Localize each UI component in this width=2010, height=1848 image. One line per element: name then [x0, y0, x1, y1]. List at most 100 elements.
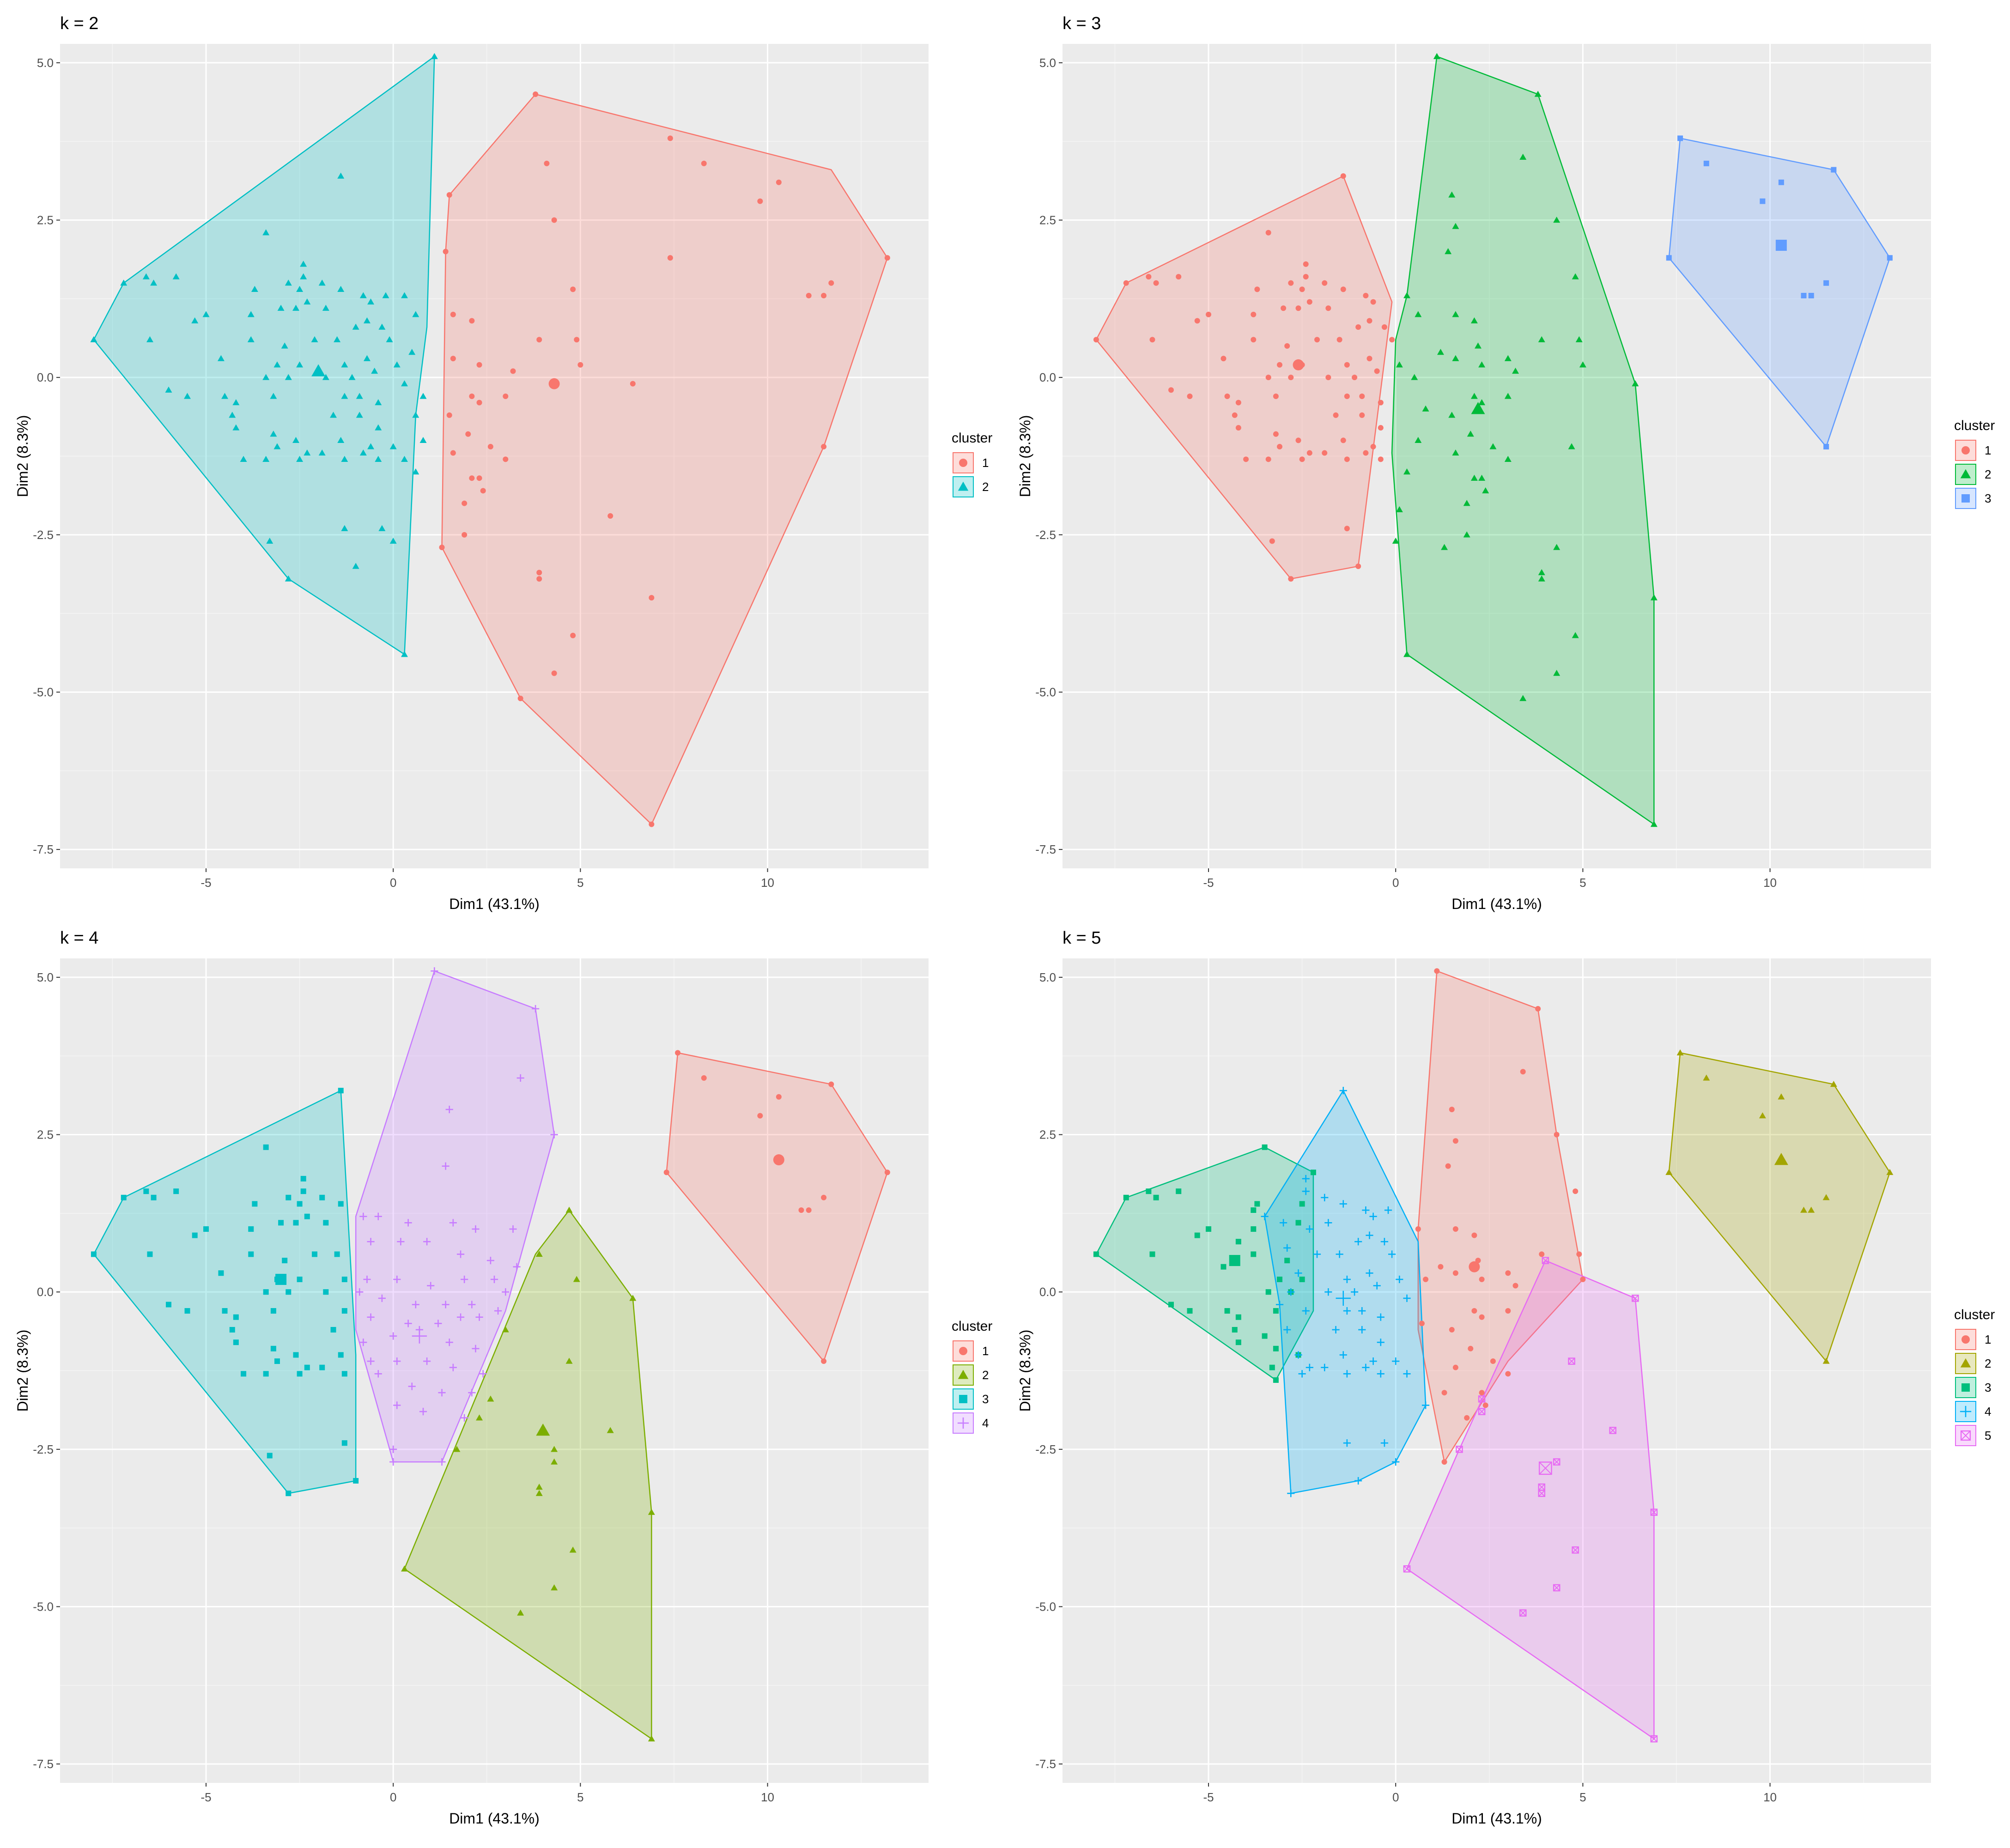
cluster-2-point: [1568, 443, 1575, 449]
y-tick-label: -7.5: [33, 842, 54, 856]
cluster-2-point: [363, 317, 370, 324]
cluster-1-point: [1303, 274, 1309, 280]
cluster-3-point: [1778, 179, 1784, 185]
cluster-2-point: [341, 361, 348, 368]
y-tick-label: -2.5: [33, 1442, 54, 1456]
cluster-4-point: [1339, 1087, 1347, 1095]
cluster-2-point: [273, 443, 281, 449]
cluster-2-point: [401, 380, 408, 387]
x-tick-label: 0: [390, 1790, 396, 1804]
cluster-1-point: [446, 412, 452, 418]
x-axis-label: Dim1 (43.1%): [449, 1810, 540, 1827]
cluster-2-point: [551, 1458, 558, 1465]
cluster-1-point: [757, 1113, 763, 1119]
cluster-1-point: [1505, 1270, 1511, 1276]
cluster-2-point: [296, 361, 304, 368]
cluster-3-point: [1093, 1251, 1099, 1257]
cluster-1-point: [1333, 412, 1339, 418]
cluster-3-point: [304, 1213, 310, 1219]
cluster-2-point: [348, 374, 356, 380]
cluster-1-point: [1243, 456, 1249, 462]
x-tick-label: 10: [1763, 1790, 1777, 1804]
legend-key-icon: [1955, 1377, 1976, 1398]
cluster-4-point: [1336, 1250, 1343, 1258]
cluster-2-point: [1572, 632, 1579, 638]
cluster-4-point: [1392, 1458, 1400, 1466]
y-tick-label: -7.5: [33, 1757, 54, 1771]
cluster-2-point: [1415, 436, 1422, 443]
cluster-2-point: [375, 455, 382, 462]
legend-label: 2: [1985, 467, 1992, 481]
cluster-5-point: [1632, 1295, 1639, 1302]
legend-key-marker: [1960, 1430, 1971, 1441]
cluster-3-point: [1232, 1327, 1238, 1333]
cluster-2-point: [535, 1484, 543, 1490]
cluster-2-point: [202, 311, 210, 317]
cluster-3-point: [1284, 1258, 1290, 1264]
cluster-1-point: [476, 400, 482, 406]
cluster-1-point: [1340, 437, 1346, 443]
cluster-3-point: [341, 1440, 347, 1446]
cluster-3-point: [267, 1453, 273, 1459]
cluster-4-point: [1339, 1351, 1347, 1359]
cluster-4-point: [393, 1401, 401, 1409]
y-tick-label: 0.0: [37, 1285, 54, 1299]
cluster-2-point: [363, 355, 370, 361]
cluster-2-point: [270, 393, 277, 399]
cluster-1-point: [1254, 286, 1260, 292]
cluster-4-point: [461, 1414, 468, 1422]
cluster-2-point: [401, 651, 408, 657]
cluster-4-point: [468, 1389, 476, 1397]
cluster-2-point: [337, 172, 345, 179]
y-tick-label: 0.0: [37, 370, 54, 384]
legend-key-icon: [1955, 440, 1976, 461]
cluster-2-point: [277, 304, 285, 311]
chart-title: k = 2: [60, 14, 99, 33]
cluster-4-point: [1388, 1250, 1396, 1258]
cluster-5-point: [1478, 1408, 1486, 1415]
y-tick-label: 0.0: [1039, 1285, 1056, 1299]
cluster-1-point: [701, 1075, 707, 1081]
cluster-2-point: [270, 430, 277, 437]
cluster-2-center: [1471, 402, 1485, 414]
cluster-1-point: [536, 576, 542, 582]
cluster-4-point: [468, 1301, 476, 1309]
cluster-3-point: [241, 1371, 247, 1377]
cluster-4-point: [423, 1357, 431, 1365]
cluster-4-point: [449, 1219, 457, 1227]
cluster-3-point: [1187, 1308, 1193, 1314]
cluster-1-point: [1468, 1345, 1474, 1351]
cluster-1-point: [1370, 444, 1376, 450]
cluster-2-point: [352, 323, 359, 330]
cluster-2-point: [292, 436, 300, 443]
cluster-5-point: [1553, 1458, 1561, 1466]
cluster-2-point: [251, 285, 258, 292]
legend-key-marker: [1961, 1335, 1970, 1344]
cluster-4-point: [359, 1212, 367, 1220]
cluster-1-point: [533, 91, 539, 97]
cluster-2-point: [487, 1395, 494, 1402]
y-axis-label: Dim2 (8.3%): [14, 1330, 31, 1412]
y-tick-label: -5.0: [1035, 1600, 1056, 1613]
cluster-1-point: [469, 394, 475, 400]
cluster-4-point: [1321, 1363, 1329, 1371]
cluster-3-point: [192, 1232, 198, 1238]
legend-key-icon: [953, 1412, 974, 1434]
cluster-3-point: [184, 1308, 190, 1314]
cluster-4-point: [1287, 1490, 1295, 1497]
x-tick-label: 0: [1392, 876, 1399, 890]
cluster-4-point: [1362, 1363, 1370, 1371]
cluster-2-point: [1474, 342, 1482, 349]
cluster-1-point: [570, 632, 576, 638]
cluster-2-point: [1470, 393, 1478, 399]
y-tick-label: -7.5: [1035, 842, 1056, 856]
cluster-1-point: [1452, 1270, 1458, 1276]
cluster-2-point: [1452, 311, 1459, 317]
cluster-2-point: [150, 279, 158, 286]
cluster-3-point: [1299, 1276, 1305, 1282]
legend-title: cluster: [1954, 1307, 1995, 1322]
cluster-2-point: [337, 436, 345, 443]
cluster-4-point: [445, 1339, 453, 1346]
cluster-1-point: [1325, 375, 1331, 381]
cluster-3-point: [323, 1289, 329, 1295]
